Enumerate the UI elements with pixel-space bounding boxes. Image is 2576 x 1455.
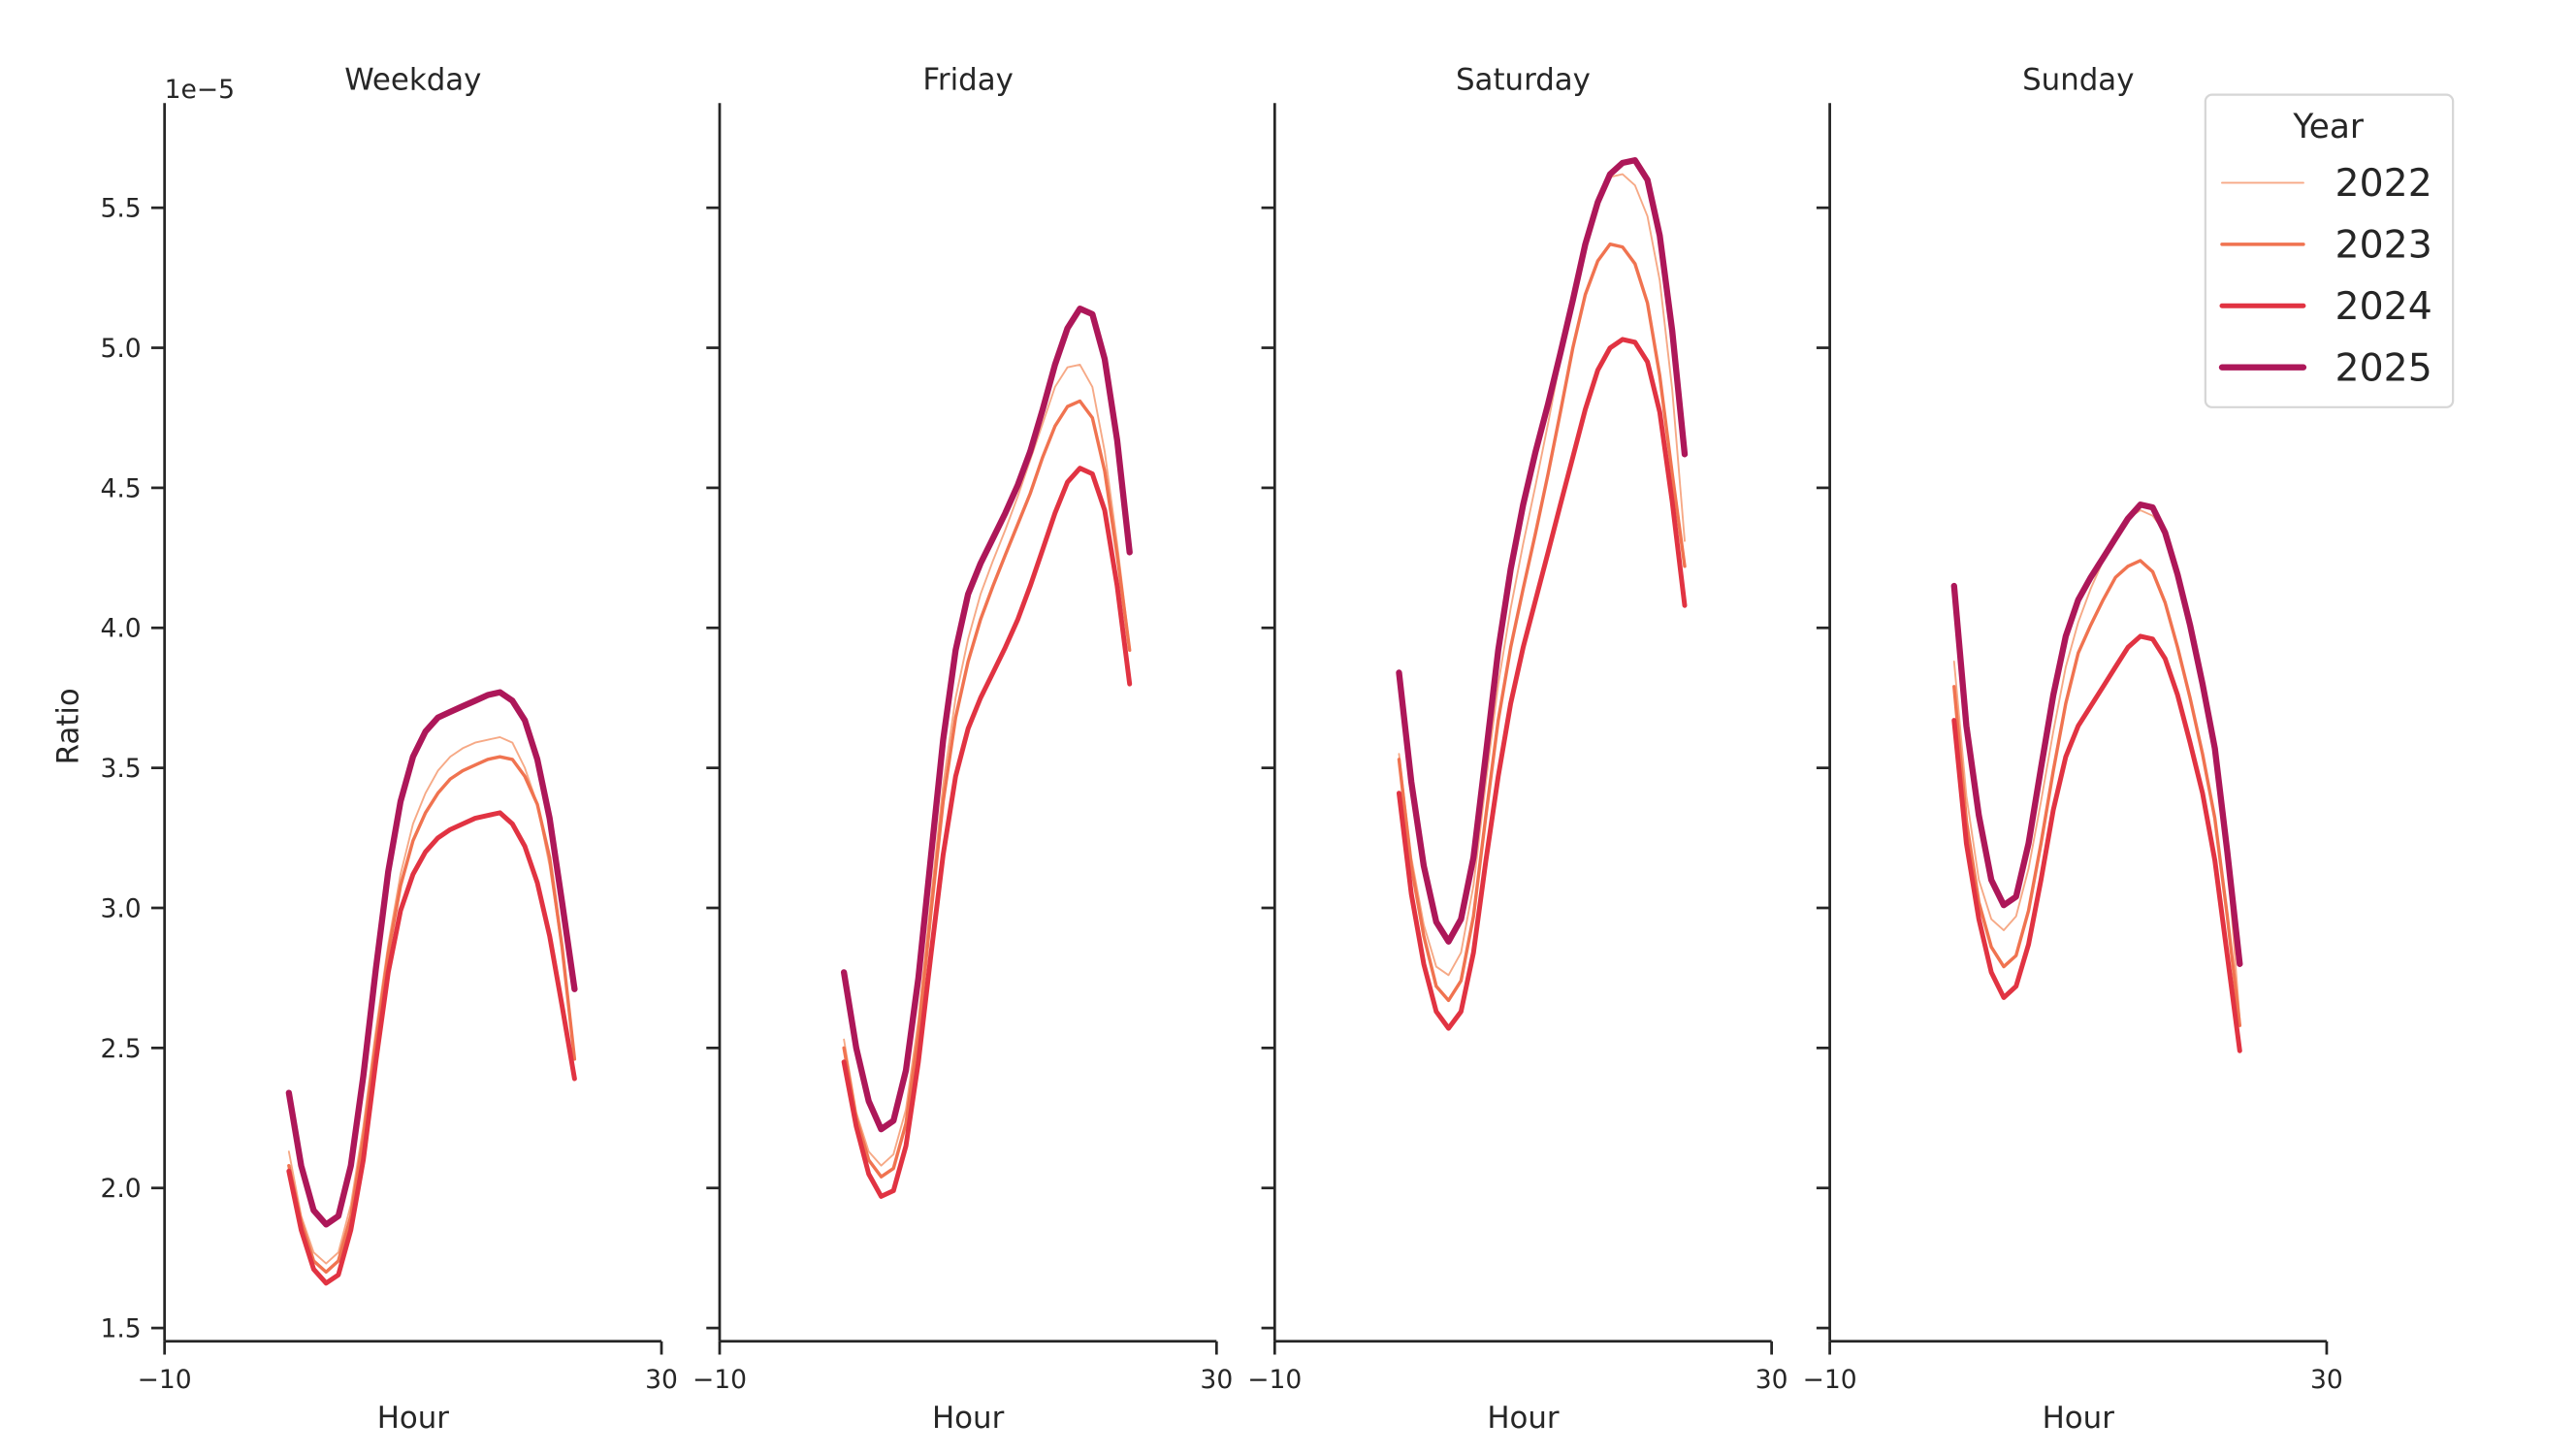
legend-frame	[2204, 93, 2455, 408]
y-tick-label: 2.5	[100, 1034, 141, 1064]
x-tick-label: −10	[1247, 1365, 1302, 1395]
y-offset-label: 1e−5	[165, 75, 235, 105]
y-axis-label: Ratio	[51, 688, 86, 764]
legend: Year 2022 2023 2024 2025	[2204, 93, 2455, 408]
panel-title: Weekday	[344, 63, 481, 98]
series-line-2025	[840, 306, 1133, 1133]
legend-label-2024: 2024	[2335, 284, 2432, 329]
y-tick-label: 5.5	[100, 194, 141, 224]
series-line-2025	[285, 689, 578, 1228]
x-tick-label: 30	[1200, 1365, 1233, 1395]
panel-friday: Friday −10 30 Hour	[692, 63, 1233, 1436]
x-tick-label: 30	[645, 1365, 678, 1395]
series-line-2023	[1397, 242, 1687, 1003]
series-line-2025	[1950, 501, 2243, 968]
legend-label-2023: 2023	[2335, 223, 2432, 268]
y-tick-label: 3.0	[100, 893, 141, 923]
series-line-2023	[287, 755, 577, 1275]
y-tick-label: 4.0	[100, 614, 141, 644]
series-line-2022	[287, 735, 576, 1265]
panel-title: Saturday	[1456, 63, 1591, 98]
y-tick-label: 1.5	[100, 1314, 141, 1344]
series-line-2024	[841, 466, 1133, 1199]
panel-weekday: Weekday 1.5 2.0 2.5 3.0 3.5 4.0 4.5 5.0 5.5 −10 30 H…	[100, 63, 677, 1436]
series-line-2022	[843, 363, 1131, 1167]
panel-saturday: Saturday −10 30 Hour	[1247, 63, 1787, 1436]
x-axis-label: Hour	[2043, 1401, 2115, 1436]
y-tick-label: 2.0	[100, 1174, 141, 1204]
x-tick-label: −10	[138, 1365, 192, 1395]
series-line-2024	[286, 810, 577, 1286]
x-tick-label: −10	[692, 1365, 747, 1395]
series-line-2025	[1396, 157, 1689, 945]
y-tick-label: 3.5	[100, 754, 141, 784]
x-axis-label: Hour	[377, 1401, 450, 1436]
x-tick-label: −10	[1803, 1365, 1857, 1395]
series-line-2023	[842, 399, 1132, 1179]
x-tick-label: 30	[2310, 1365, 2343, 1395]
x-axis-label: Hour	[932, 1401, 1005, 1436]
legend-title: Year	[2292, 108, 2364, 146]
x-axis-label: Hour	[1487, 1401, 1560, 1436]
x-tick-label: 30	[1755, 1365, 1788, 1395]
panel-title: Friday	[922, 63, 1013, 98]
legend-label-2022: 2022	[2335, 161, 2432, 206]
panel-title: Sunday	[2022, 63, 2134, 98]
series-line-2023	[1952, 559, 2242, 1027]
legend-label-2025: 2025	[2335, 345, 2432, 390]
series-line-2022	[1398, 173, 1686, 977]
series-line-2024	[1396, 337, 1688, 1031]
y-tick-label: 4.5	[100, 473, 141, 503]
series-line-2024	[1951, 633, 2242, 1053]
panel-sunday: Sunday −10 30 Hour	[1803, 63, 2343, 1436]
y-tick-label: 5.0	[100, 334, 141, 364]
